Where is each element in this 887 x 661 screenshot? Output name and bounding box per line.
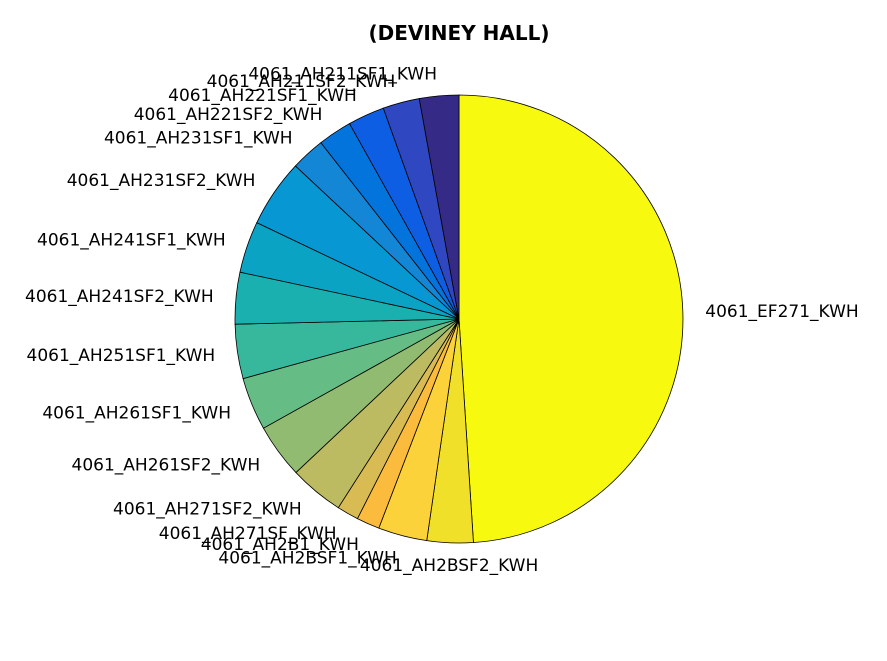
pie-slice xyxy=(418,94,460,320)
slice-label: 4061_AH2BSF1_KWH xyxy=(218,548,396,568)
slice-label: 4061_AH271SF2_KWH xyxy=(113,500,302,520)
slice-label: 4061_AH241SF1_KWH xyxy=(37,231,226,251)
slice-label: 4061_AH271SF_KWH xyxy=(159,524,337,544)
pie-slice xyxy=(458,94,684,543)
slice-label: 4061_AH211SF2_KWH xyxy=(207,72,396,92)
slice-label: 4061_AH2B1_KWH xyxy=(201,535,359,555)
slice-label: 4061_AH231SF1_KWH xyxy=(104,128,293,148)
slice-label: 4061_AH2BSF2_KWH xyxy=(360,556,538,576)
slice-label: 4061_AH221SF2_KWH xyxy=(134,105,323,125)
slice-label: 4061_AH221SF1_KWH xyxy=(168,86,357,106)
pie-slices xyxy=(234,94,684,544)
slice-label: 4061_AH231SF2_KWH xyxy=(67,171,256,191)
pie-labels: 4061_EF271_KWH 4061_AH2BSF2_KWH4061_AH2BS… xyxy=(25,65,859,577)
slice-label: 4061_AH261SF2_KWH xyxy=(72,456,261,476)
slice-label: 4061_EF271_KWH xyxy=(705,302,858,322)
chart-title: (DEVINEY HALL) xyxy=(368,21,549,45)
slice-label: 4061_AH211SF1_KWH xyxy=(248,65,437,85)
slice-label: 4061_AH251SF1_KWH xyxy=(27,346,216,366)
slice-label: 4061_AH261SF1_KWH xyxy=(42,404,231,424)
slice-label: 4061_AH241SF2_KWH xyxy=(25,287,214,307)
